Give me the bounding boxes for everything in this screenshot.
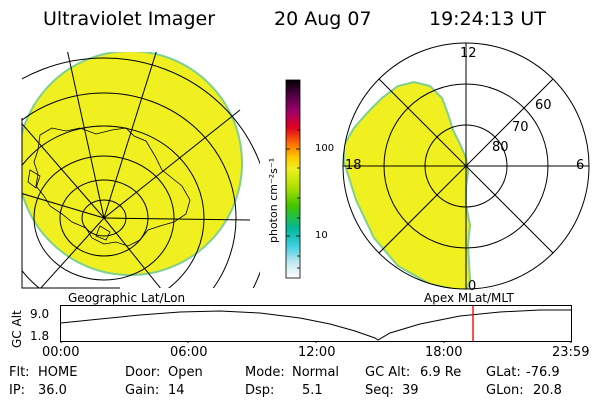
mlat-label-70: 70 bbox=[512, 120, 529, 135]
geo-meridians bbox=[22, 52, 251, 288]
instrument-title: Ultraviolet Imager bbox=[43, 8, 216, 30]
altitude-max-label: 9.0 bbox=[30, 307, 50, 321]
gcalt-label: GC Alt: bbox=[365, 365, 411, 380]
seq-value: 39 bbox=[402, 383, 419, 398]
magnetic-polar-panel bbox=[342, 42, 590, 290]
mode-label: Mode: bbox=[245, 365, 285, 380]
colorbar-unit-label: photon cm⁻²s⁻¹ bbox=[267, 157, 280, 243]
geographic-image-panel bbox=[21, 52, 260, 289]
gain-value: 14 bbox=[168, 383, 185, 398]
colorbar-tick-100: 100 bbox=[315, 143, 335, 154]
glat-value: -76.9 bbox=[526, 365, 560, 380]
glon-label: GLon: bbox=[486, 383, 524, 398]
geo-latitude-circles bbox=[22, 57, 260, 288]
flt-value: HOME bbox=[38, 365, 78, 380]
time-tick-1800: 18:00 bbox=[425, 345, 463, 360]
image-time: 19:24:13 UT bbox=[429, 8, 546, 30]
glat-label: GLat: bbox=[486, 365, 521, 380]
mlt-label-18: 18 bbox=[345, 158, 362, 173]
mlt-label-0: 0 bbox=[468, 279, 477, 294]
mlat-label-60: 60 bbox=[535, 98, 552, 113]
altitude-strip-plot bbox=[60, 305, 572, 343]
time-axis-ticks bbox=[60, 341, 572, 343]
geo-panel-caption: Geographic Lat/Lon bbox=[68, 291, 186, 305]
mag-panel-caption: Apex MLat/MLT bbox=[424, 291, 514, 305]
ip-value: 36.0 bbox=[38, 383, 67, 398]
mlt-spokes bbox=[343, 43, 589, 289]
mlt-label-6: 6 bbox=[576, 158, 585, 173]
gcalt-value: 6.9 Re bbox=[420, 365, 462, 380]
time-tick-2359: 23:59 bbox=[552, 345, 590, 360]
time-tick-0600: 06:00 bbox=[170, 345, 208, 360]
mag-uv-emission bbox=[343, 80, 472, 289]
dsp-label: Dsp: bbox=[245, 383, 275, 398]
door-label: Door: bbox=[125, 365, 161, 380]
glon-value: 20.8 bbox=[533, 383, 562, 398]
time-tick-0000: 00:00 bbox=[42, 345, 80, 360]
altitude-min-label: 1.8 bbox=[30, 329, 50, 343]
dsp-value: 5.1 bbox=[302, 383, 323, 398]
altitude-axis-label: GC Alt bbox=[10, 310, 24, 348]
seq-label: Seq: bbox=[365, 383, 394, 398]
geo-panel-outline bbox=[21, 118, 120, 289]
mlat-label-80: 80 bbox=[492, 140, 509, 155]
ip-label: IP: bbox=[9, 383, 26, 398]
time-tick-1200: 12:00 bbox=[298, 345, 336, 360]
geo-uv-emission bbox=[22, 52, 243, 276]
image-date: 20 Aug 07 bbox=[274, 8, 372, 30]
colorbar-tick-10: 10 bbox=[315, 230, 328, 241]
colorbar-ticks bbox=[286, 129, 300, 269]
mlt-label-12: 12 bbox=[460, 46, 477, 61]
flt-label: Flt: bbox=[9, 365, 30, 380]
intensity-colorbar bbox=[285, 79, 301, 279]
antarctic-coastline bbox=[27, 127, 191, 247]
door-value: Open bbox=[168, 365, 203, 380]
mode-value: Normal bbox=[292, 365, 340, 380]
gain-label: Gain: bbox=[125, 383, 160, 398]
